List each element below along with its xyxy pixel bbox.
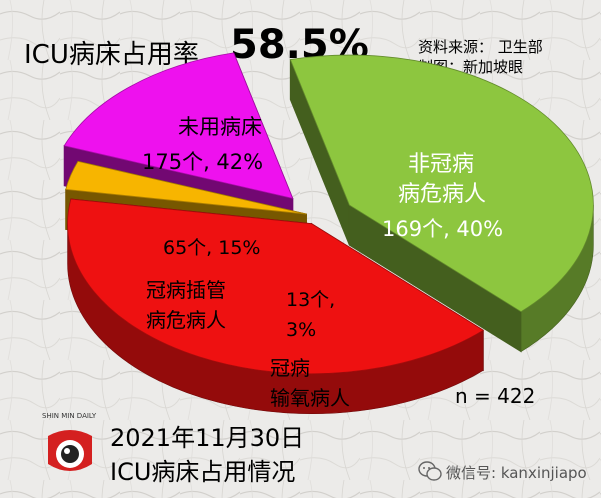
slice-3-name-line-2: 输氧病人 [270,386,350,410]
slice-4-name-line-2: 病危病人 [146,308,226,332]
slice-2-name-line-1: 非冠病 [408,152,475,177]
slice-2-value: 169个, 40% [382,217,504,241]
sample-size: n = 422 [455,384,536,408]
slice-3-name-line-1: 冠病 [270,356,310,380]
slice-4-name-line-1: 冠病插管 [146,278,226,302]
date-label: 2021年11月30日 [110,424,305,452]
slice-2-top [67,198,484,375]
slice-3-top [65,160,307,215]
slice-4-top [63,52,294,199]
slice-1-value: 175个, 42% [142,150,264,174]
logo-text: SHIN MIN DAILY [42,412,97,420]
shin-min-logo [48,430,92,471]
source-line: 资料来源： 卫生部 [418,38,543,56]
chart-title: ICU病床占用率 [24,40,199,70]
slice-2-name-line-2: 病危病人 [398,182,487,207]
slice-4-value: 65个, 15% [163,237,261,259]
wechat-icon [418,461,442,481]
wechat-id: 微信号: kanxinjiapo [446,464,587,482]
slice-1-top [289,54,594,313]
slice-1-name: 未用病床 [178,115,262,139]
slice-3-value-line-1: 13个, [286,289,336,311]
subtitle-label: ICU病床占用情况 [110,458,296,486]
slice-3-value-line-2: 3% [286,319,317,341]
